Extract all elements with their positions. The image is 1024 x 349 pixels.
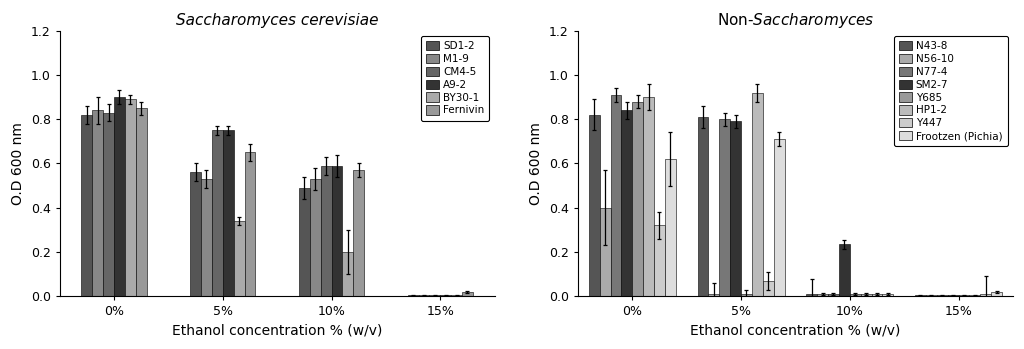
Bar: [310, 179, 321, 296]
X-axis label: Ethanol concentration % (w/v): Ethanol concentration % (w/v): [172, 324, 382, 338]
Bar: [82, 115, 92, 296]
Bar: [408, 295, 419, 296]
Bar: [103, 113, 114, 296]
Bar: [462, 292, 473, 296]
Bar: [937, 295, 947, 296]
Y-axis label: O.D 600 nm: O.D 600 nm: [11, 122, 26, 205]
Bar: [926, 295, 937, 296]
Bar: [233, 221, 245, 296]
Bar: [321, 166, 332, 296]
Bar: [958, 295, 970, 296]
Bar: [839, 244, 850, 296]
Bar: [719, 119, 730, 296]
Bar: [600, 208, 610, 296]
Bar: [763, 281, 774, 296]
Bar: [440, 295, 452, 296]
Bar: [817, 294, 828, 296]
Bar: [970, 295, 980, 296]
Bar: [665, 159, 676, 296]
Bar: [452, 295, 462, 296]
Legend: SD1-2, M1-9, CM4-5, A9-2, BY30-1, Fernivin: SD1-2, M1-9, CM4-5, A9-2, BY30-1, Ferniv…: [421, 36, 489, 121]
Bar: [980, 294, 991, 296]
Bar: [299, 188, 310, 296]
Bar: [752, 92, 763, 296]
Bar: [342, 252, 353, 296]
Y-axis label: O.D 600 nm: O.D 600 nm: [529, 122, 544, 205]
Bar: [774, 139, 784, 296]
Bar: [741, 294, 752, 296]
Title: Non-$\it{Saccharomyces}$: Non-$\it{Saccharomyces}$: [717, 11, 874, 30]
Bar: [201, 179, 212, 296]
Bar: [632, 102, 643, 296]
Title: Saccharomyces cerevisiae: Saccharomyces cerevisiae: [176, 13, 379, 28]
Bar: [212, 130, 223, 296]
Bar: [991, 292, 1002, 296]
Bar: [332, 166, 342, 296]
Bar: [709, 294, 719, 296]
X-axis label: Ethanol concentration % (w/v): Ethanol concentration % (w/v): [690, 324, 900, 338]
Bar: [353, 170, 365, 296]
Bar: [245, 153, 255, 296]
Bar: [136, 108, 146, 296]
Bar: [622, 110, 632, 296]
Bar: [828, 294, 839, 296]
Bar: [114, 97, 125, 296]
Bar: [915, 295, 926, 296]
Bar: [697, 117, 709, 296]
Bar: [610, 95, 622, 296]
Bar: [92, 110, 103, 296]
Legend: N43-8, N56-10, N77-4, SM2-7, Y685, HP1-2, Y447, Frootzen (Pichia): N43-8, N56-10, N77-4, SM2-7, Y685, HP1-2…: [894, 36, 1008, 146]
Bar: [806, 294, 817, 296]
Bar: [850, 294, 860, 296]
Bar: [730, 121, 741, 296]
Bar: [589, 115, 600, 296]
Bar: [871, 294, 883, 296]
Bar: [223, 130, 233, 296]
Bar: [125, 99, 136, 296]
Bar: [429, 295, 440, 296]
Bar: [654, 225, 665, 296]
Bar: [190, 172, 201, 296]
Bar: [947, 295, 958, 296]
Bar: [883, 294, 893, 296]
Bar: [419, 295, 429, 296]
Bar: [643, 97, 654, 296]
Bar: [860, 294, 871, 296]
